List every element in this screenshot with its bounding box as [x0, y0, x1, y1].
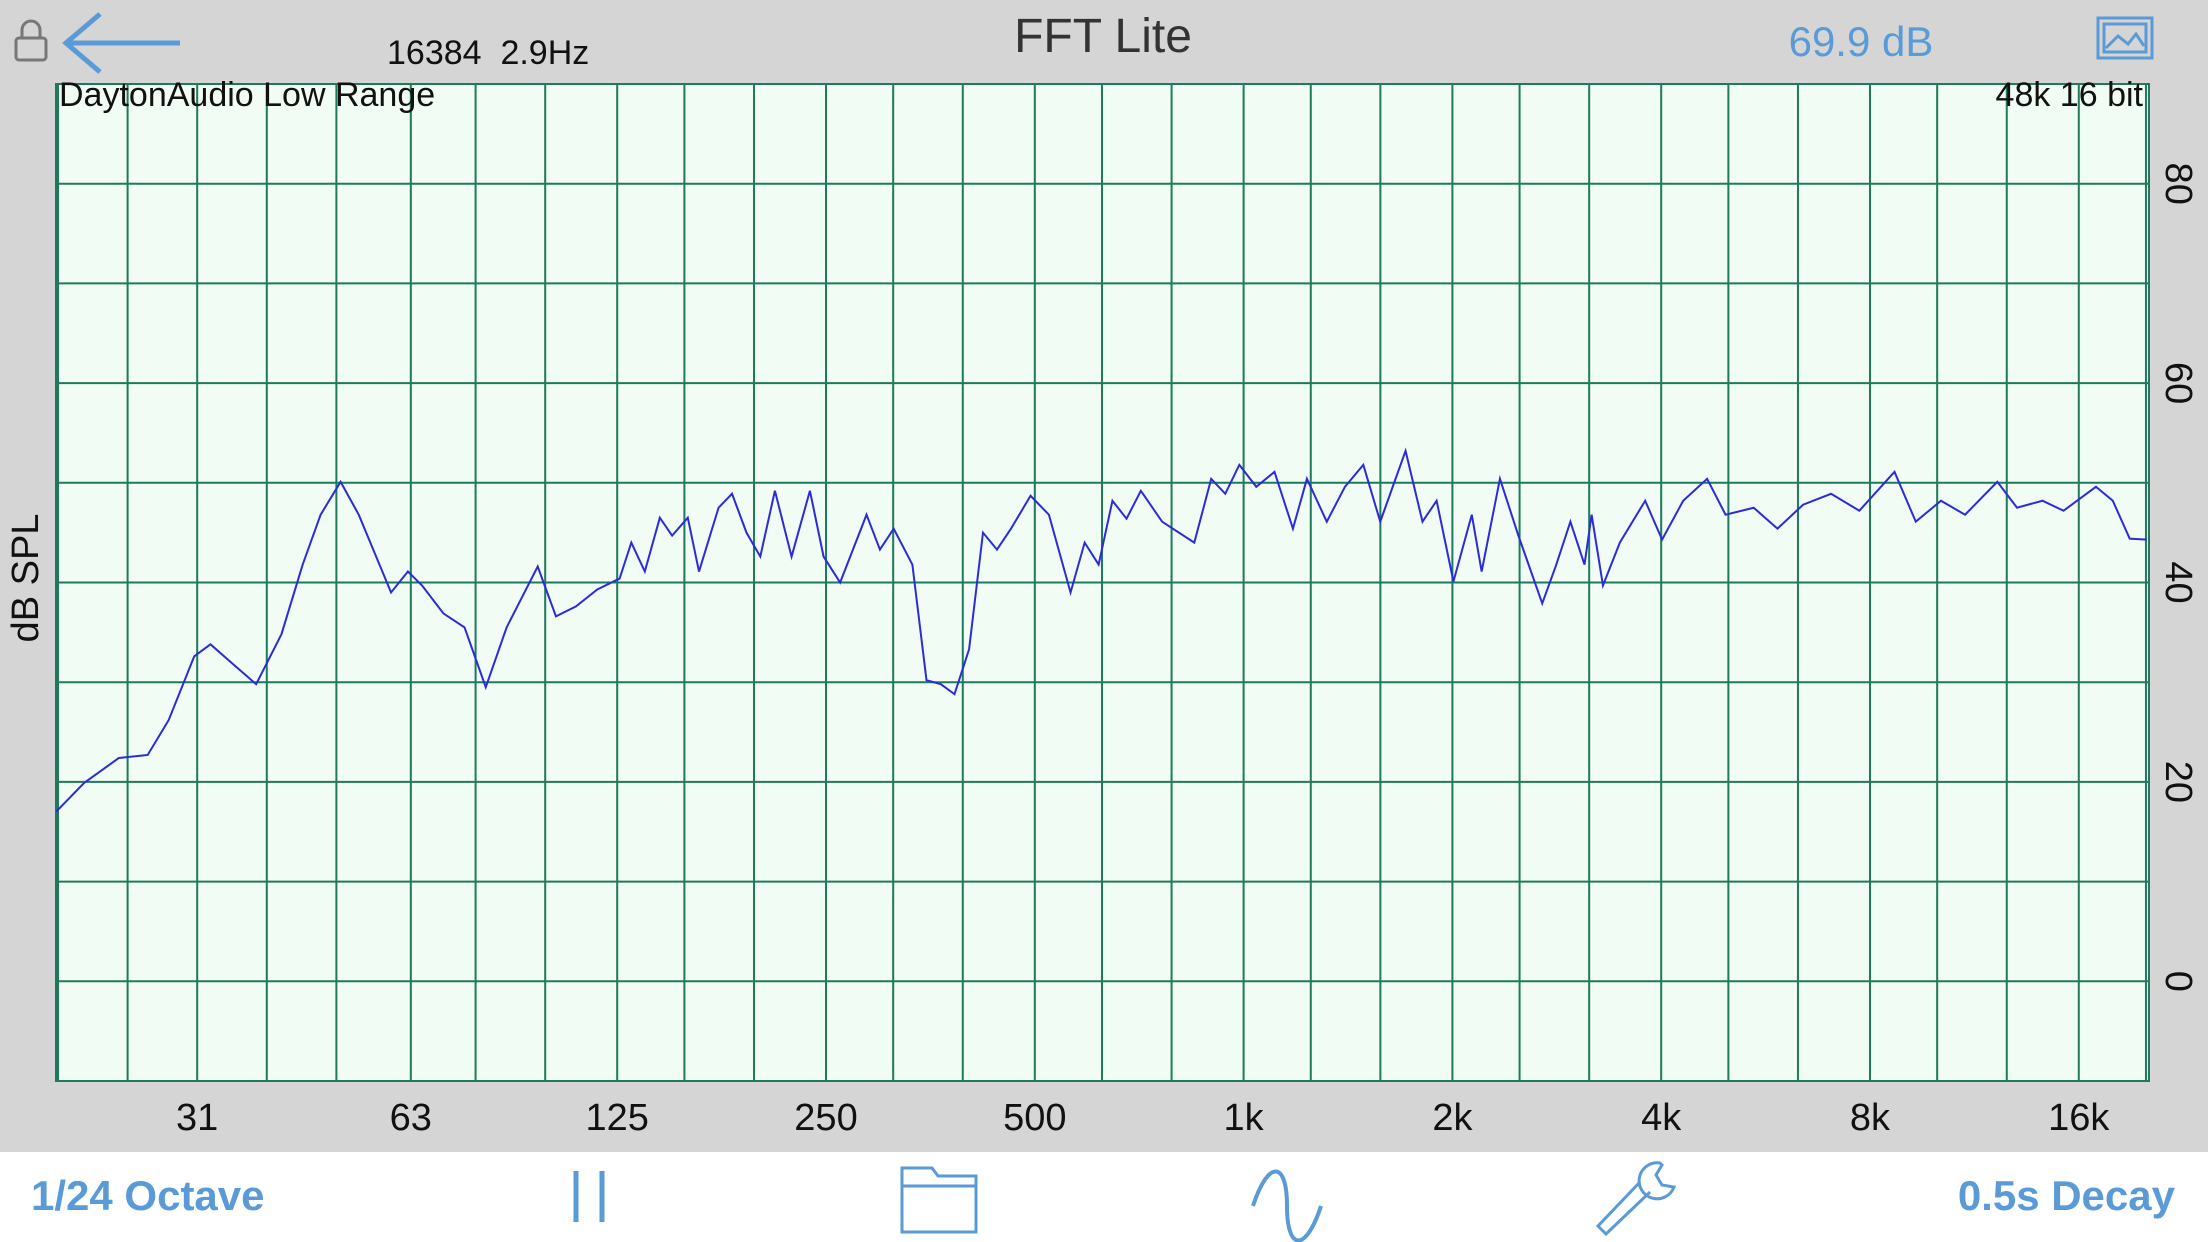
level-readout: 69.9 dB — [1789, 18, 1934, 65]
decay-button[interactable]: 0.5s Decay — [1958, 1172, 2176, 1219]
x-tick-label: 250 — [794, 1097, 857, 1139]
x-tick-label: 63 — [390, 1097, 432, 1139]
x-tick-label: 8k — [1850, 1097, 1891, 1139]
app-title: FFT Lite — [1014, 10, 1192, 63]
back-arrow[interactable] — [62, 12, 180, 74]
x-tick-label: 16k — [2048, 1097, 2110, 1139]
y-tick-label: 20 — [2157, 761, 2199, 803]
annotation: 48k 16 bit — [1996, 76, 2144, 114]
x-tick-label: 125 — [586, 1097, 649, 1139]
fft-info: 16384 2.9Hz — [387, 34, 589, 72]
plot-border — [55, 83, 2150, 1082]
resolution-button[interactable]: 1/24 Octave — [31, 1172, 265, 1219]
x-tick-label: 4k — [1641, 1097, 1682, 1139]
y-tick-label: 60 — [2157, 362, 2199, 404]
spectrum-line — [55, 447, 2147, 813]
signal-button[interactable] — [1251, 1169, 1323, 1242]
lock-icon[interactable] — [14, 19, 48, 62]
settings-button[interactable] — [1595, 1161, 1677, 1237]
x-tick-label: 31 — [176, 1097, 218, 1139]
y-tick-label: 40 — [2157, 561, 2199, 603]
x-tick-label: 500 — [1003, 1097, 1066, 1139]
toolbar-bg — [0, 1152, 2208, 1242]
folder-button[interactable] — [900, 1166, 978, 1234]
y-tick-label: 80 — [2157, 163, 2199, 205]
plot: 31 63 125 250 500 1k 2k 4k 8k 16k 0 20 40 60 80 DaytonA… — [5, 76, 2199, 1139]
subtitle: DaytonAudio Low Range — [59, 76, 435, 114]
y-tick-label: 0 — [2157, 971, 2199, 992]
x-tick-label: 2k — [1432, 1097, 1473, 1139]
y-axis-label: dB SPL — [5, 514, 47, 643]
pause-button[interactable] — [573, 1171, 605, 1222]
screenshot-icon[interactable] — [2096, 16, 2154, 60]
x-tick-label: 1k — [1224, 1097, 1265, 1139]
